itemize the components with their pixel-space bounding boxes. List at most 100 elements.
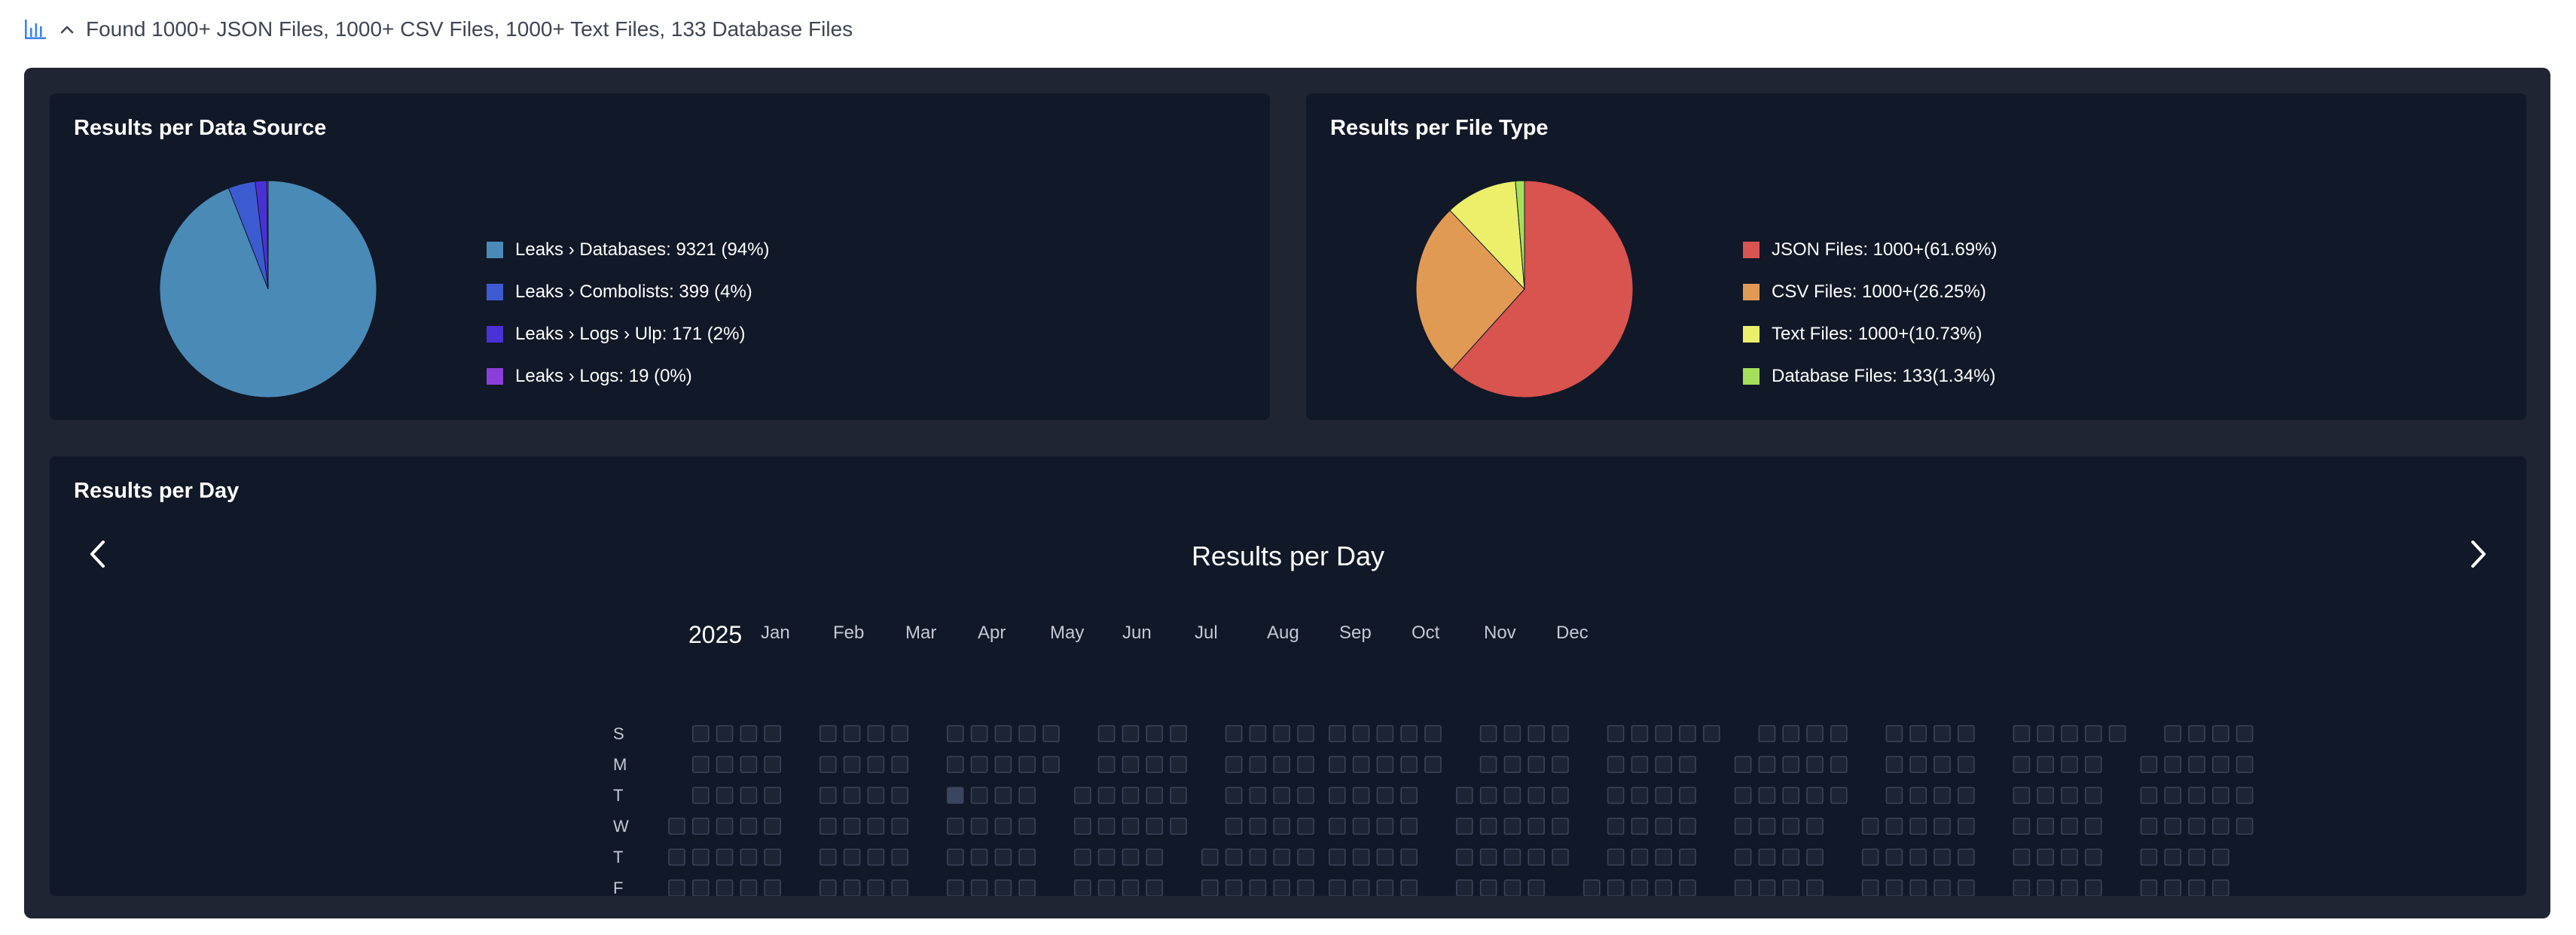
heatmap-day-cell[interactable] [2013,725,2031,742]
heatmap-day-cell[interactable] [1329,879,1346,896]
heatmap-day-cell[interactable] [2037,756,2054,773]
heatmap-day-cell[interactable] [1607,756,1625,773]
heatmap-day-cell[interactable] [994,756,1012,773]
heatmap-day-cell[interactable] [1297,848,1314,866]
heatmap-day-cell[interactable] [1329,756,1346,773]
heatmap-day-cell[interactable] [1146,787,1163,804]
heatmap-day-cell[interactable] [1806,756,1824,773]
heatmap-day-cell[interactable] [994,725,1012,742]
heatmap-day-cell[interactable] [1400,848,1418,866]
heatmap-day-cell[interactable] [1734,756,1752,773]
heatmap-day-cell[interactable] [764,818,782,835]
heatmap-day-cell[interactable] [1885,848,1903,866]
heatmap-day-cell[interactable] [2085,879,2102,896]
heatmap-day-cell[interactable] [2061,725,2078,742]
heatmap-day-cell[interactable] [947,725,964,742]
file-type-legend-item[interactable]: Text Files: 1000+(10.73%) [1743,313,1997,355]
heatmap-day-cell[interactable] [2108,725,2126,742]
heatmap-day-cell[interactable] [1479,725,1497,742]
heatmap-day-cell[interactable] [1552,725,1569,742]
heatmap-day-cell[interactable] [1097,879,1116,896]
heatmap-day-cell[interactable] [716,787,734,804]
heatmap-day-cell[interactable] [1376,725,1394,742]
heatmap-day-cell[interactable] [1273,787,1290,804]
heatmap-day-cell[interactable] [819,848,837,866]
heatmap-day-cell[interactable] [2188,818,2205,835]
heatmap-day-cell[interactable] [716,725,734,742]
heatmap-day-cell[interactable] [843,787,861,804]
heatmap-day-cell[interactable] [2164,879,2181,896]
heatmap-day-cell[interactable] [970,756,988,773]
heatmap-day-cell[interactable] [1528,725,1545,742]
data-source-pie-slice[interactable] [266,180,269,290]
heatmap-day-cell[interactable] [1479,848,1497,866]
heatmap-day-cell[interactable] [2013,879,2031,896]
heatmap-day-cell[interactable] [1297,787,1314,804]
heatmap-day-cell[interactable] [1830,756,1848,773]
next-year-button[interactable] [2460,536,2496,572]
heatmap-day-cell[interactable] [1552,848,1569,866]
heatmap-day-cell[interactable] [1909,818,1927,835]
heatmap-day-cell[interactable] [1456,879,1473,896]
heatmap-day-cell[interactable] [716,879,734,896]
heatmap-day-cell[interactable] [1607,725,1625,742]
heatmap-day-cell[interactable] [1909,787,1927,804]
heatmap-day-cell[interactable] [740,756,758,773]
data-source-legend-item[interactable]: Leaks › Combolists: 399 (4%) [487,271,770,313]
heatmap-day-cell[interactable] [668,879,685,896]
heatmap-day-cell[interactable] [1528,848,1545,866]
heatmap-day-cell[interactable] [1329,848,1346,866]
heatmap-day-cell[interactable] [1909,848,1927,866]
heatmap-day-cell[interactable] [1146,756,1163,773]
heatmap-day-cell[interactable] [1273,848,1290,866]
file-type-pie-slice[interactable] [1449,180,1525,291]
file-type-legend-item[interactable]: Database Files: 133(1.34%) [1743,355,1997,397]
heatmap-day-cell[interactable] [970,848,988,866]
heatmap-day-cell[interactable] [1479,818,1497,835]
heatmap-day-cell[interactable] [740,848,758,866]
heatmap-day-cell[interactable] [1249,787,1267,804]
heatmap-day-cell[interactable] [1400,725,1418,742]
heatmap-day-cell[interactable] [691,848,710,866]
heatmap-day-cell[interactable] [1456,848,1473,866]
heatmap-day-cell[interactable] [2037,879,2054,896]
heatmap-day-cell[interactable] [819,879,837,896]
heatmap-day-cell[interactable] [2212,787,2230,804]
data-source-legend-item[interactable]: Leaks › Logs › Ulp: 171 (2%) [487,313,770,355]
heatmap-day-cell[interactable] [1631,879,1649,896]
heatmap-day-cell[interactable] [1122,848,1140,866]
heatmap-day-cell[interactable] [2212,756,2230,773]
heatmap-day-cell[interactable] [1329,818,1346,835]
heatmap-day-cell[interactable] [1782,756,1799,773]
heatmap-day-cell[interactable] [1352,818,1370,835]
heatmap-day-cell[interactable] [691,725,710,742]
heatmap-day-cell[interactable] [1607,787,1625,804]
heatmap-day-cell[interactable] [2085,756,2102,773]
heatmap-day-cell[interactable] [891,879,908,896]
heatmap-day-cell[interactable] [668,848,685,866]
heatmap-day-cell[interactable] [1806,848,1824,866]
heatmap-day-cell[interactable] [1097,818,1116,835]
heatmap-day-cell[interactable] [1273,879,1290,896]
heatmap-day-cell[interactable] [1424,725,1442,742]
heatmap-day-cell[interactable] [994,879,1012,896]
heatmap-day-cell[interactable] [947,879,964,896]
heatmap-day-cell[interactable] [1297,756,1314,773]
heatmap-day-cell[interactable] [1758,848,1776,866]
heatmap-day-cell[interactable] [2140,756,2158,773]
heatmap-day-cell[interactable] [1249,818,1267,835]
heatmap-day-cell[interactable] [2061,848,2078,866]
heatmap-day-cell[interactable] [1703,725,1720,742]
heatmap-day-cell[interactable] [1934,787,1951,804]
heatmap-day-cell[interactable] [891,818,908,835]
heatmap-day-cell[interactable] [2212,879,2230,896]
heatmap-day-cell[interactable] [1631,848,1649,866]
file-type-legend-item[interactable]: JSON Files: 1000+(61.69%) [1743,229,1997,271]
heatmap-day-cell[interactable] [2188,848,2205,866]
heatmap-day-cell[interactable] [1934,879,1951,896]
heatmap-day-cell[interactable] [692,879,710,896]
heatmap-day-cell[interactable] [970,879,988,896]
heatmap-day-cell[interactable] [1958,848,1975,866]
heatmap-day-cell[interactable] [1376,848,1394,866]
heatmap-day-cell[interactable] [843,848,861,866]
